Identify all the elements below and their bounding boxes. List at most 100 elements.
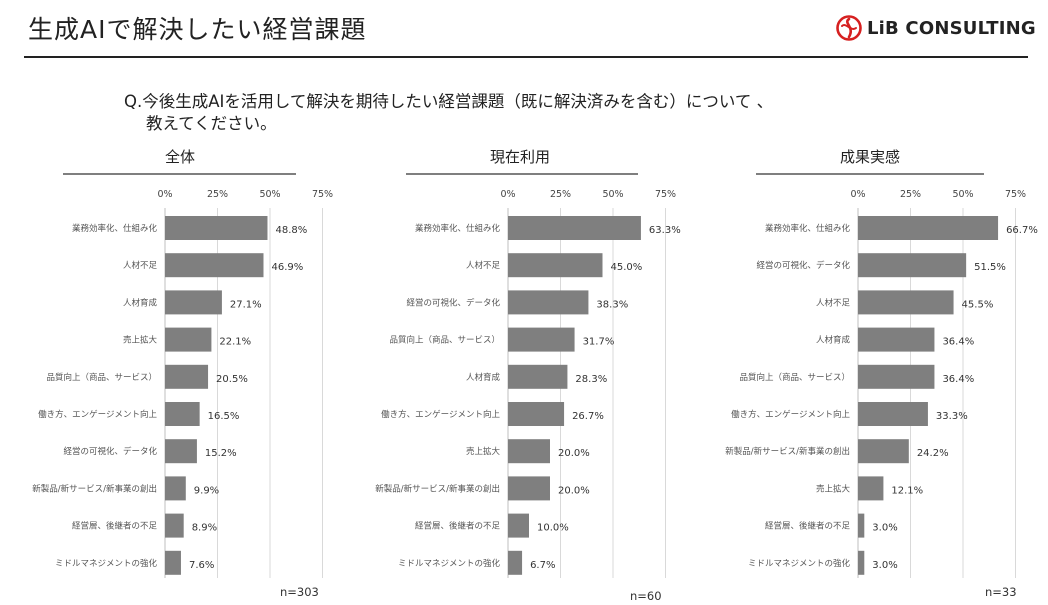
tick-label: 50% (952, 189, 973, 200)
category-label: 経営層、後継者の不足 (765, 521, 851, 532)
data-label: 3.0% (872, 560, 897, 571)
data-label: 45.0% (611, 262, 643, 273)
tick-label: 0% (500, 189, 515, 200)
question-line-1: Q.今後生成AIを活用して解決を期待したい経営課題（既に解決済みを含む）について… (124, 92, 774, 111)
sample-size-current-use: n=60 (630, 589, 662, 603)
bar-results-7 (858, 439, 909, 464)
data-label: 12.1% (891, 485, 923, 496)
category-label: 品質向上（商品、サービス） (389, 335, 500, 346)
chart-title-overall: 全体 (165, 148, 195, 166)
category-label: 働き方、エンゲージメント向上 (731, 409, 850, 420)
tick-label: 50% (259, 189, 280, 200)
tick-label: 25% (207, 189, 228, 200)
category-label: 売上拡大 (816, 483, 851, 494)
chart-title-results: 成果実感 (840, 148, 900, 166)
bar-results-5 (858, 364, 935, 389)
logo: LiB CONSULTING (836, 15, 1036, 41)
category-label: 経営の可視化、データ化 (406, 297, 500, 308)
bar-overall-8 (165, 476, 186, 501)
category-label: 業務効率化、仕組み化 (765, 223, 851, 234)
bar-current-use-10 (508, 550, 523, 575)
category-label: 経営の可視化、データ化 (756, 260, 850, 271)
tick-label: 25% (900, 189, 921, 200)
bar-overall-3 (165, 290, 222, 315)
data-label: 9.9% (194, 485, 219, 496)
bar-results-9 (858, 513, 865, 538)
category-label: 新製品/新サービス/新事業の創出 (375, 483, 500, 494)
bar-results-8 (858, 476, 884, 501)
category-label: 業務効率化、仕組み化 (72, 223, 158, 234)
category-label: 人材不足 (123, 260, 158, 271)
bar-results-3 (858, 290, 954, 315)
data-label: 31.7% (583, 337, 615, 348)
bar-current-use-7 (508, 439, 550, 464)
data-label: 38.3% (596, 299, 628, 310)
data-label: 20.0% (558, 485, 590, 496)
bar-overall-6 (165, 402, 200, 426)
data-label: 36.4% (942, 337, 974, 348)
category-label: 品質向上（商品、サービス） (46, 372, 157, 383)
sample-size-results: n=33 (985, 585, 1017, 599)
data-label: 28.3% (575, 374, 607, 385)
bar-current-use-6 (508, 402, 565, 426)
data-label: 63.3% (649, 225, 681, 236)
bar-current-use-4 (508, 327, 575, 352)
category-label: 品質向上（商品、サービス） (739, 372, 850, 383)
bar-current-use-8 (508, 476, 550, 501)
bar-current-use-5 (508, 364, 568, 389)
category-label: ミドルマネジメントの強化 (398, 558, 501, 569)
category-label: 人材不足 (816, 297, 851, 308)
bar-overall-5 (165, 364, 209, 389)
bar-overall-2 (165, 253, 264, 278)
data-label: 8.9% (192, 523, 217, 534)
data-label: 36.4% (942, 374, 974, 385)
data-label: 27.1% (230, 299, 262, 310)
data-label: 66.7% (1006, 225, 1038, 236)
bar-overall-4 (165, 327, 212, 352)
category-label: 売上拡大 (123, 335, 158, 346)
tick-label: 0% (850, 189, 865, 200)
category-label: 業務効率化、仕組み化 (415, 223, 501, 234)
category-label: 経営層、後継者の不足 (72, 521, 158, 532)
category-label: 働き方、エンゲージメント向上 (38, 409, 157, 420)
data-label: 24.2% (917, 448, 949, 459)
bar-current-use-9 (508, 513, 529, 538)
survey-question: Q.今後生成AIを活用して解決を期待したい経営課題（既に解決済みを含む）について… (124, 91, 773, 135)
bar-current-use-3 (508, 290, 589, 315)
data-label: 7.6% (189, 560, 214, 571)
bar-results-2 (858, 253, 967, 278)
data-label: 22.1% (219, 337, 251, 348)
bar-results-1 (858, 216, 999, 240)
page-title: 生成AIで解決したい経営課題 (28, 15, 367, 44)
category-label: 経営の可視化、データ化 (63, 446, 157, 457)
category-label: 人材育成 (123, 297, 158, 308)
data-label: 48.8% (275, 225, 307, 236)
bar-overall-10 (165, 550, 181, 575)
category-label: 新製品/新サービス/新事業の創出 (32, 483, 157, 494)
data-label: 6.7% (530, 560, 555, 571)
category-label: 新製品/新サービス/新事業の創出 (725, 446, 850, 457)
bar-results-6 (858, 402, 928, 426)
data-label: 46.9% (271, 262, 303, 273)
tick-label: 75% (1005, 189, 1026, 200)
category-label: 売上拡大 (466, 446, 501, 457)
data-label: 51.5% (974, 262, 1006, 273)
category-label: 人材不足 (466, 260, 501, 271)
tick-label: 50% (602, 189, 623, 200)
tick-label: 25% (550, 189, 571, 200)
category-label: 人材育成 (816, 335, 851, 346)
bar-overall-9 (165, 513, 184, 538)
bar-current-use-1 (508, 216, 641, 240)
tick-label: 0% (157, 189, 172, 200)
data-label: 20.5% (216, 374, 248, 385)
tick-label: 75% (655, 189, 676, 200)
tick-label: 75% (312, 189, 333, 200)
data-label: 26.7% (572, 411, 604, 422)
category-label: 働き方、エンゲージメント向上 (381, 409, 500, 420)
data-label: 45.5% (962, 299, 994, 310)
data-label: 33.3% (936, 411, 968, 422)
question-line-2: 教えてください。 (146, 114, 277, 133)
logo-text: LiB CONSULTING (867, 17, 1036, 39)
category-label: 人材育成 (466, 372, 501, 383)
category-label: ミドルマネジメントの強化 (55, 558, 158, 569)
